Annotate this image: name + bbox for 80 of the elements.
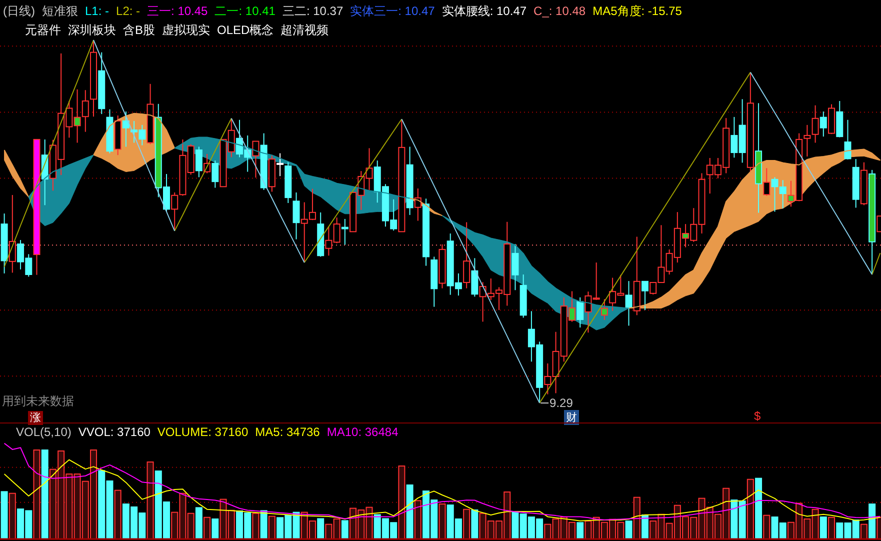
text: OLED概念 [217,23,274,37]
bar [860,524,868,540]
candlestick [600,298,608,320]
bar [471,509,478,540]
bar [463,508,470,540]
bar [633,496,640,540]
text: 虚拟现实 [162,23,210,37]
candlestick [195,146,202,178]
bar [755,478,762,540]
candlestick [414,188,422,222]
bar [746,478,754,540]
text: 短准狠 [42,4,78,18]
candlestick [292,192,300,240]
bar [212,518,219,540]
bar [204,516,211,540]
bar [252,512,260,540]
text: 涨 [30,412,41,424]
bar [406,484,414,540]
candlestick [512,244,519,291]
text: $ [754,409,761,423]
bar [625,520,632,540]
annotation: 9.29 [550,396,574,410]
text: 含B股 [123,23,156,37]
candlestick [341,218,348,246]
bar [33,450,40,540]
text: MA10: 36484 [326,425,399,439]
bar [114,490,122,540]
candlestick [406,146,414,216]
annotation: 用到未来数据 [2,394,74,408]
bar [268,516,276,540]
candlestick [812,104,819,144]
text: (日线) [3,4,35,18]
bar [438,504,446,540]
candlestick [625,280,632,326]
text: VVOL: 37160 [78,425,151,439]
candlestick [0,213,8,274]
bar [317,518,324,540]
bar [195,507,202,540]
text: 实体腰线: 10.47 [442,4,527,18]
text: VOLUME: 37160 [157,425,248,439]
candlestick [438,244,446,289]
bar [414,500,422,540]
text: 三二: 10.37 [282,4,344,18]
text: 三一: 10.45 [147,4,208,18]
text: C_: 10.48 [534,4,586,18]
text: VOL(5,10) [16,425,72,439]
candlestick [98,52,106,115]
candlestick [463,222,470,289]
bar [576,522,584,540]
candlestick [90,40,98,118]
candlestick [430,256,438,308]
bar [820,516,827,540]
candlestick [804,124,811,158]
candlestick [122,111,130,148]
candlestick [852,158,860,208]
bar [146,462,154,540]
candlestick [755,102,762,214]
bar [0,491,8,540]
text: 实体三一: 10.47 [350,4,436,18]
bar [763,514,770,540]
bar [398,466,406,540]
text: 超清视频 [280,23,329,37]
text: 元器件 [25,23,61,37]
bar [260,510,268,540]
candlestick [82,90,89,132]
text: 财 [566,411,577,424]
bar [341,520,348,540]
candlestick [422,198,430,266]
candlestick [820,111,827,138]
text: L1: - [85,4,110,18]
bar [828,516,836,540]
text: 深圳板块 [68,23,116,37]
text: L2: - [116,4,140,18]
candlestick [8,194,16,274]
candlestick [276,152,284,177]
text: MA5: 34736 [255,425,320,439]
bar [41,450,48,540]
bar [8,492,16,540]
text: 二一: 10.41 [214,4,276,18]
text: MA5角度: -15.75 [592,4,682,18]
